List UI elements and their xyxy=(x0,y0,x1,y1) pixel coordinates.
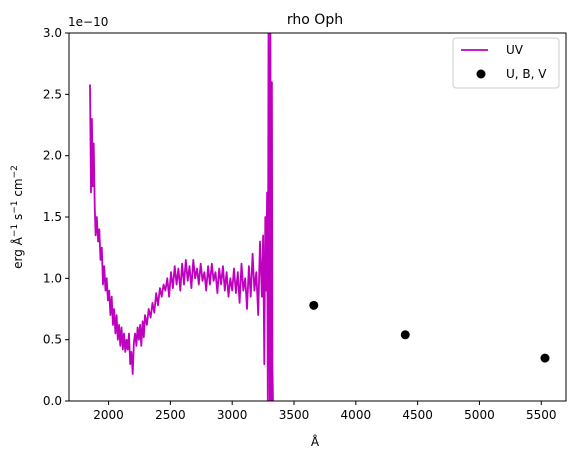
ubv-point xyxy=(400,330,410,340)
y-label-sup-2: −1 xyxy=(10,201,20,214)
y-axis-label: erg Å−1 s−1 cm−2 xyxy=(10,165,25,269)
y-tick-label: 1.0 xyxy=(43,271,62,285)
tick-layer: 2000 2500 3000 3500 4000 4500 5000 5500 0.0 0.5 1.… xyxy=(43,26,557,422)
y-label-part-2: s xyxy=(11,214,25,224)
y-label-part-1: erg Å xyxy=(10,236,25,269)
uv-spectrum-line xyxy=(89,33,274,401)
x-tick-label: 3000 xyxy=(217,408,248,422)
y-tick-label: 0.0 xyxy=(43,394,62,408)
y-tick-label: 2.5 xyxy=(43,87,62,101)
y-tick-label: 1.5 xyxy=(43,210,62,224)
series-layer xyxy=(89,33,550,401)
y-label-sup-1: −1 xyxy=(10,224,20,237)
x-tick-label: 4000 xyxy=(341,408,372,422)
x-axis-label: Å xyxy=(311,434,320,449)
y-tick-label: 2.0 xyxy=(43,149,62,163)
legend-uv-label: UV xyxy=(506,43,524,57)
x-tick-label: 2000 xyxy=(93,408,124,422)
legend: UV U, B, V xyxy=(452,37,560,89)
x-tick-label: 5500 xyxy=(526,408,557,422)
x-tick-label: 5000 xyxy=(464,408,495,422)
plot-frame xyxy=(68,32,567,402)
legend-ubv-label: U, B, V xyxy=(506,67,547,81)
y-tick-label: 0.5 xyxy=(43,333,62,347)
chart-title: rho Oph xyxy=(287,12,343,28)
x-tick-label: 2500 xyxy=(155,408,186,422)
ubv-point xyxy=(309,300,319,310)
y-label-part-3: cm xyxy=(11,178,25,200)
ubv-point xyxy=(540,353,550,363)
y-offset-text: 1e−10 xyxy=(68,15,108,29)
x-tick-label: 3500 xyxy=(279,408,310,422)
x-tick-label: 4500 xyxy=(402,408,433,422)
y-tick-label: 3.0 xyxy=(43,26,62,40)
y-label-sup-3: −2 xyxy=(10,165,20,178)
legend-ubv-marker-swatch xyxy=(476,69,486,79)
